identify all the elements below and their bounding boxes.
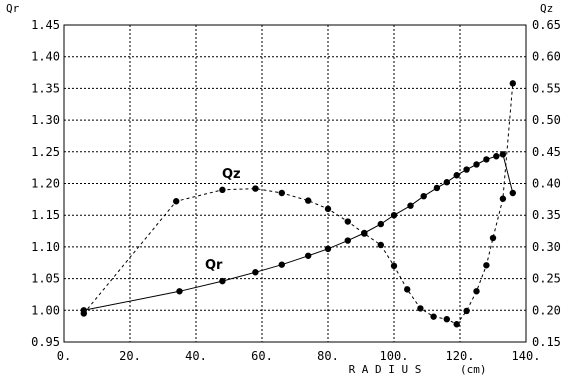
data-point-qr: [407, 202, 414, 209]
data-point-qr: [176, 288, 183, 295]
y-left-tick-label: 1.15: [31, 208, 60, 222]
data-point-qr: [278, 261, 285, 268]
data-point-qr: [509, 189, 516, 197]
y-axis-left-label: Qr: [6, 2, 20, 15]
data-point-qz: [463, 307, 470, 315]
data-point-qz: [483, 262, 490, 269]
data-point-qr: [453, 172, 460, 179]
series-label-qr: Qr: [205, 258, 223, 273]
data-point-qz: [361, 230, 368, 237]
y-right-tick-label: 0.35: [532, 208, 561, 222]
data-point-qr: [499, 151, 507, 158]
data-point-qr: [377, 220, 384, 228]
y-left-tick-label: 1.30: [31, 113, 60, 127]
x-tick-label: 80.: [317, 349, 339, 363]
data-point-qz: [278, 189, 285, 197]
data-point-qz: [509, 80, 516, 87]
label-layer: Qr Qz R A D I U S (cm): [6, 2, 553, 376]
frame-layer: [63, 24, 527, 343]
data-point-qr: [483, 156, 490, 163]
data-point-qz: [80, 310, 88, 317]
data-point-qz: [324, 205, 332, 213]
tick-layer: 0. 20. 40. 60. 80. 100. 120. 140. 0.95 1.00 1.05 1.…: [31, 18, 561, 363]
data-point-qr: [473, 161, 480, 168]
series-line-qr: [83, 153, 514, 311]
data-point-qz: [305, 197, 312, 204]
series-label-qz: Qz: [222, 167, 241, 182]
x-axis-label: R A D I U S: [349, 363, 422, 376]
y-left-tick-label: 0.95: [31, 335, 60, 349]
x-tick-label: 0.: [57, 349, 71, 363]
y-left-tick-label: 1.40: [31, 50, 60, 64]
y-axis-right-label: Qz: [540, 2, 553, 15]
y-left-tick-label: 1.20: [31, 177, 60, 191]
data-point-qz: [489, 234, 497, 242]
data-point-qz: [473, 288, 480, 295]
x-tick-label: 20.: [119, 349, 141, 363]
y-right-tick-label: 0.20: [532, 303, 561, 317]
plot-frame: [63, 24, 527, 343]
data-point-qr: [219, 277, 226, 285]
data-point-qz: [173, 198, 180, 205]
y-right-tick-label: 0.65: [532, 18, 561, 32]
data-point-qr: [305, 252, 312, 259]
grid-layer: [64, 25, 526, 342]
data-point-qz: [404, 286, 411, 293]
y-right-tick-label: 0.45: [532, 145, 561, 159]
series-layer: Qr Qz: [80, 80, 516, 328]
data-point-qr: [443, 179, 450, 186]
y-left-tick-label: 1.35: [31, 81, 60, 95]
data-point-qz: [219, 186, 226, 194]
data-point-qr: [390, 212, 398, 219]
x-tick-label: 100.: [380, 349, 409, 363]
y-right-tick-label: 0.50: [532, 113, 561, 127]
y-right-tick-label: 0.15: [532, 335, 561, 349]
data-point-qr: [344, 237, 351, 244]
y-left-tick-label: 1.45: [31, 18, 60, 32]
data-point-qz: [344, 218, 351, 225]
data-point-qz: [443, 315, 450, 323]
x-axis-unit: (cm): [460, 363, 487, 376]
data-point-qr: [252, 269, 259, 276]
data-point-qz: [252, 185, 259, 192]
data-point-qz: [453, 321, 460, 328]
data-point-qz: [430, 313, 437, 320]
y-left-tick-label: 1.10: [31, 240, 60, 254]
data-point-qr: [324, 245, 332, 253]
data-point-qr: [433, 184, 441, 192]
y-right-tick-label: 0.25: [532, 272, 561, 286]
data-point-qz: [390, 262, 398, 270]
series-line-qz: [83, 83, 514, 325]
data-point-qr: [493, 153, 500, 160]
data-point-qz: [499, 195, 507, 202]
x-tick-label: 40.: [185, 349, 207, 363]
y-left-tick-label: 1.25: [31, 145, 60, 159]
data-point-qz: [377, 241, 384, 249]
x-tick-label: 140.: [512, 349, 541, 363]
data-point-qr: [463, 166, 470, 173]
data-point-qr: [420, 192, 427, 200]
y-right-tick-label: 0.40: [532, 177, 561, 191]
y-right-tick-label: 0.60: [532, 50, 561, 64]
data-point-qz: [417, 305, 424, 312]
y-right-tick-label: 0.30: [532, 240, 561, 254]
x-tick-label: 120.: [446, 349, 475, 363]
y-left-tick-label: 1.00: [31, 303, 60, 317]
y-left-tick-label: 1.05: [31, 272, 60, 286]
x-tick-label: 60.: [251, 349, 273, 363]
y-right-tick-label: 0.55: [532, 81, 561, 95]
